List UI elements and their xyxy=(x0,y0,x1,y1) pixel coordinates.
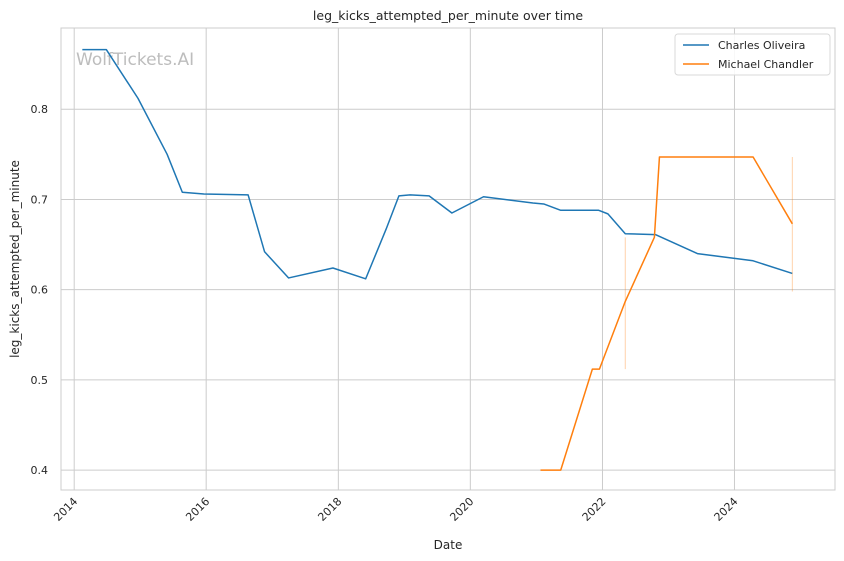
series-layer xyxy=(82,48,793,471)
legend-box xyxy=(674,33,831,76)
legend-label-michael-chandler: Michael Chandler xyxy=(718,58,814,71)
y-axis-ticks: 0.4 0.5 0.6 0.7 0.8 xyxy=(31,103,49,477)
watermark: WolfTickets.AI xyxy=(76,50,194,70)
y-tick-label: 0.8 xyxy=(31,103,49,116)
y-tick-label: 0.4 xyxy=(31,464,49,477)
y-tick-label: 0.5 xyxy=(31,374,49,387)
legend: Charles Oliveira Michael Chandler xyxy=(674,33,831,76)
series-line-charles-oliveira xyxy=(82,48,793,280)
y-tick-label: 0.6 xyxy=(31,284,49,297)
y-axis-label: leg_kicks_attempted_per_minute xyxy=(8,160,22,358)
x-axis-label: Date xyxy=(434,538,463,552)
y-tick-label: 0.7 xyxy=(31,193,49,206)
plot-frame xyxy=(60,27,836,491)
series-line-michael-chandler xyxy=(540,156,793,471)
chart-title: leg_kicks_attempted_per_minute over time xyxy=(313,8,583,23)
legend-label-charles-oliveira: Charles Oliveira xyxy=(718,39,805,52)
